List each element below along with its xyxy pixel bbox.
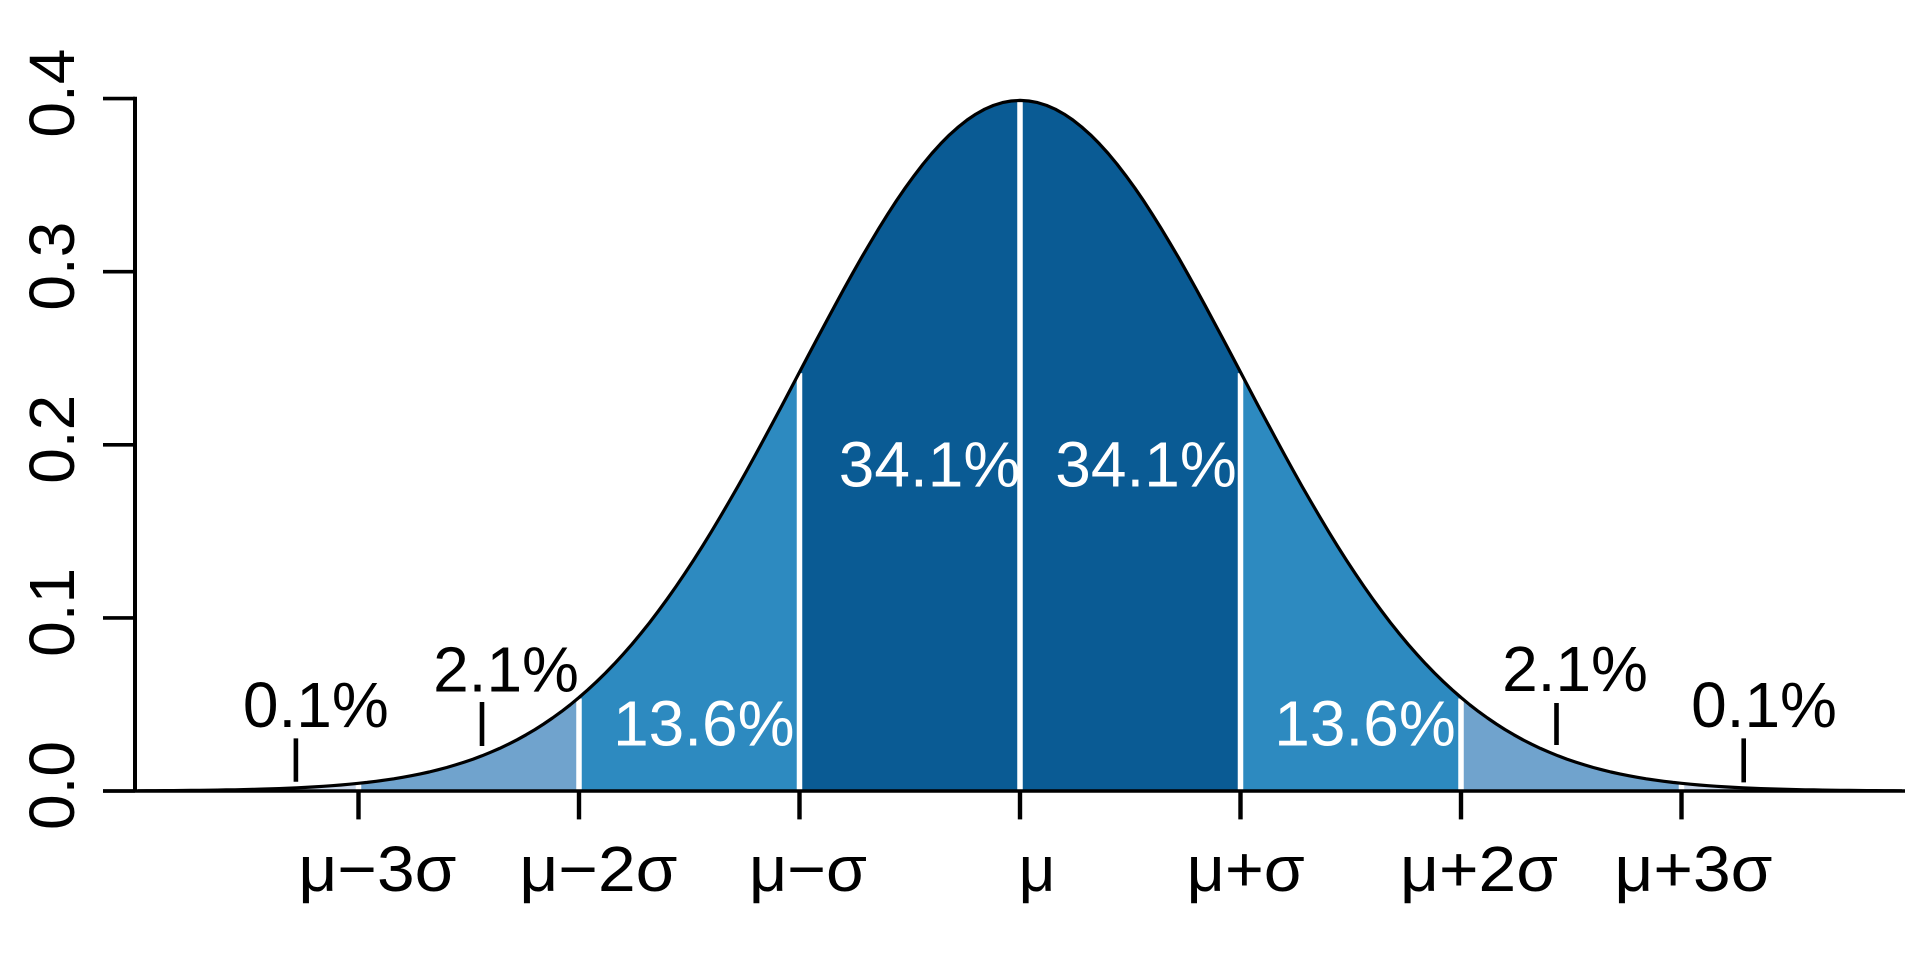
svg-text:μ+σ: μ+σ	[1187, 833, 1305, 905]
svg-text:0.1: 0.1	[16, 568, 88, 657]
svg-text:2.1%: 2.1%	[1502, 633, 1648, 705]
svg-text:0.2: 0.2	[16, 395, 88, 484]
svg-text:0.1%: 0.1%	[243, 669, 389, 741]
svg-text:0.4: 0.4	[16, 49, 88, 138]
svg-text:34.1%: 34.1%	[839, 429, 1020, 501]
svg-text:μ−σ: μ−σ	[749, 833, 867, 905]
svg-text:0.0: 0.0	[16, 741, 88, 830]
svg-text:13.6%: 13.6%	[613, 688, 794, 760]
svg-text:μ−3σ: μ−3σ	[298, 833, 456, 905]
svg-text:μ−2σ: μ−2σ	[519, 833, 677, 905]
svg-text:13.6%: 13.6%	[1274, 688, 1455, 760]
svg-text:μ+3σ: μ+3σ	[1614, 833, 1772, 905]
svg-text:34.1%: 34.1%	[1055, 429, 1236, 501]
svg-text:0.3: 0.3	[16, 222, 88, 311]
svg-text:μ+2σ: μ+2σ	[1400, 833, 1558, 905]
svg-text:2.1%: 2.1%	[433, 634, 579, 706]
svg-text:μ: μ	[1019, 833, 1056, 905]
svg-text:0.1%: 0.1%	[1691, 669, 1837, 741]
